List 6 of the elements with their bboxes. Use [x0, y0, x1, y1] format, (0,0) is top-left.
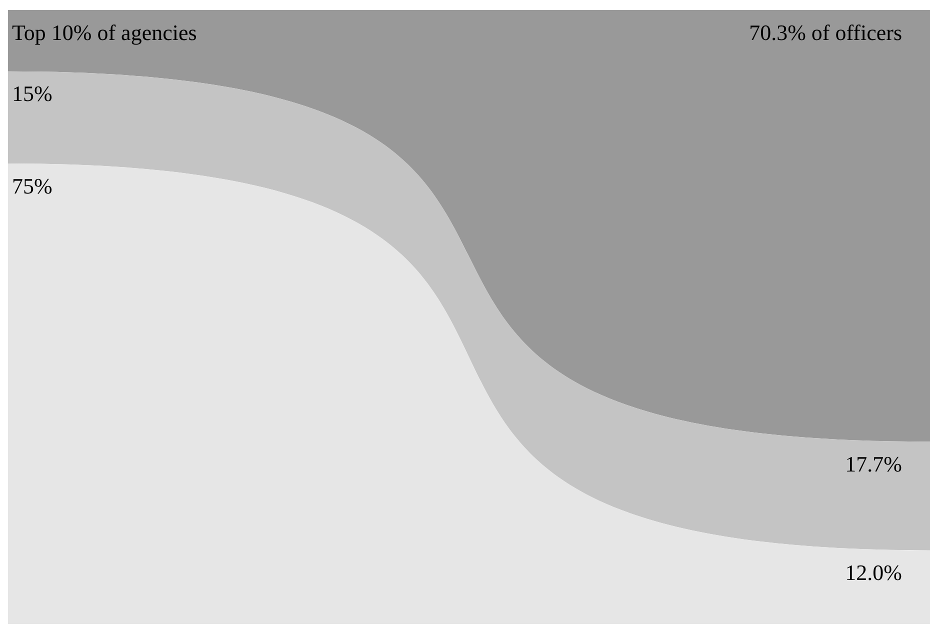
data-label: 75% [12, 173, 52, 198]
data-label: 70.3% of officers [749, 20, 902, 45]
data-label: Top 10% of agencies [12, 20, 197, 45]
data-label: 15% [12, 81, 52, 106]
data-label: 12.0% [845, 560, 902, 586]
data-label: 17.7% [845, 451, 902, 476]
